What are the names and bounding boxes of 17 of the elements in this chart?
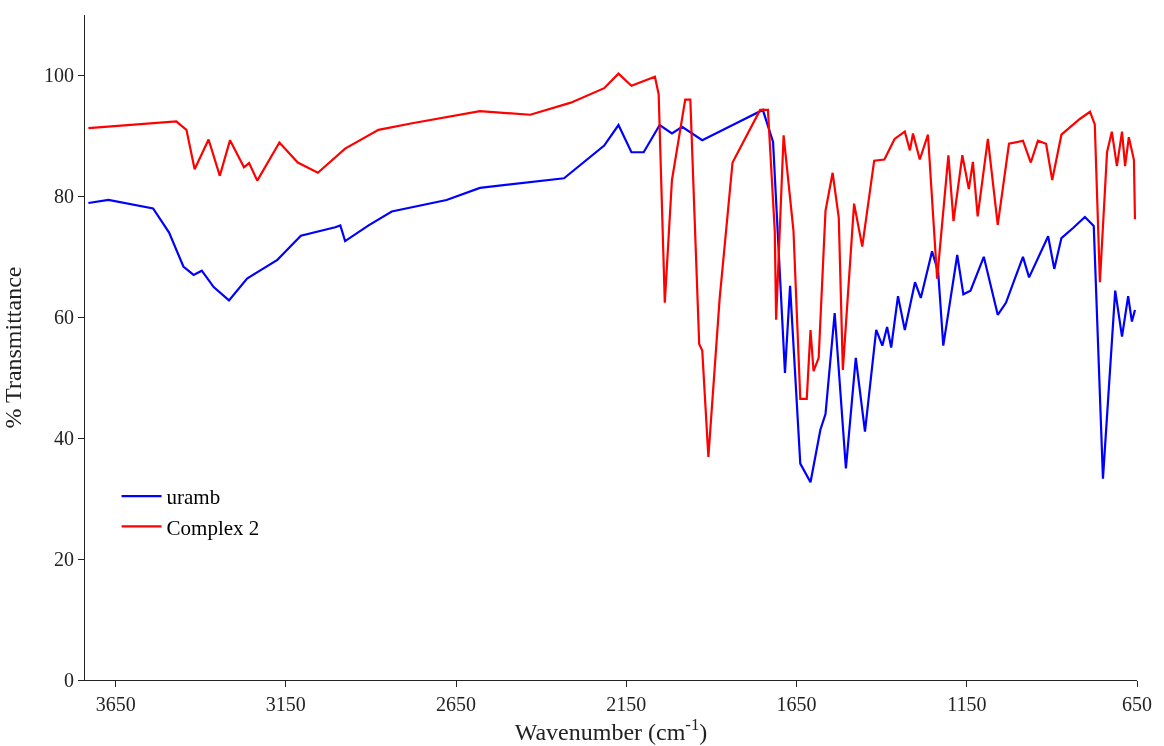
y-tick-label: 60 xyxy=(54,306,74,329)
x-tick-label: 3150 xyxy=(265,693,306,715)
y-tick-label: 20 xyxy=(54,548,74,571)
x-tick-label: 1650 xyxy=(776,693,817,715)
x-tick-label: 3650 xyxy=(95,693,136,715)
legend-label: uramb xyxy=(166,485,221,510)
x-tick-label: 2150 xyxy=(606,693,647,715)
y-tick-label: 0 xyxy=(64,669,74,691)
x-axis-title: Wavenumber (cm$^{-1}$) xyxy=(514,715,708,746)
y-tick-label: 100 xyxy=(44,64,74,87)
y-axis-title: % Transmittance xyxy=(0,266,27,429)
legend-label: Complex 2 xyxy=(166,515,260,540)
x-tick-label: 2650 xyxy=(436,693,477,715)
y-tick-label: 40 xyxy=(54,427,74,450)
x-tick-label: 650 xyxy=(1122,693,1152,715)
y-tick-label: 80 xyxy=(54,185,74,208)
x-tick-label: 1150 xyxy=(947,693,987,715)
